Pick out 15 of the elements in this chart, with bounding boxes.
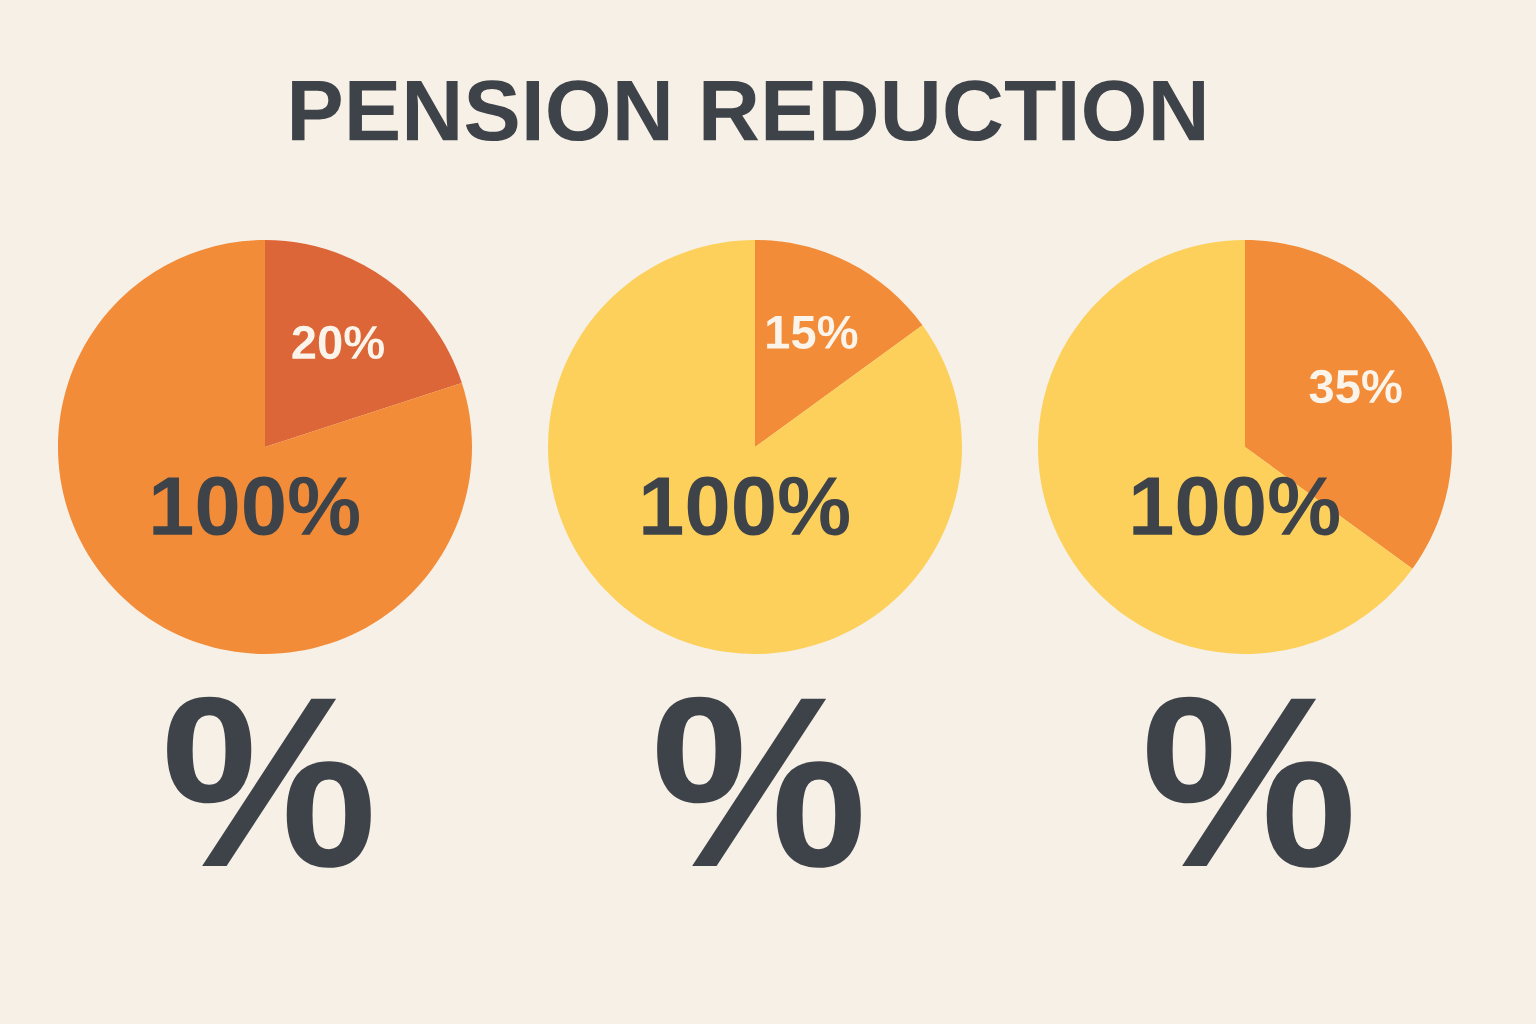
- pie-slice: [265, 240, 462, 447]
- text: 100%: [153, 476, 360, 536]
- text: %: [1147, 696, 1351, 868]
- data-label: 35%: [1309, 369, 1402, 404]
- pie-slice: [755, 240, 923, 447]
- text: %: [657, 696, 861, 868]
- pie-slice: [548, 240, 962, 654]
- pie-slice: [58, 240, 472, 654]
- data-label: 15%: [767, 315, 858, 350]
- text: 100%: [1133, 476, 1340, 536]
- text: %: [167, 696, 371, 868]
- pie-slice: [1038, 240, 1413, 654]
- data-label: 20%: [292, 325, 385, 360]
- text: PENSION REDUCTION: [292, 80, 1204, 142]
- text: 100%: [643, 476, 850, 536]
